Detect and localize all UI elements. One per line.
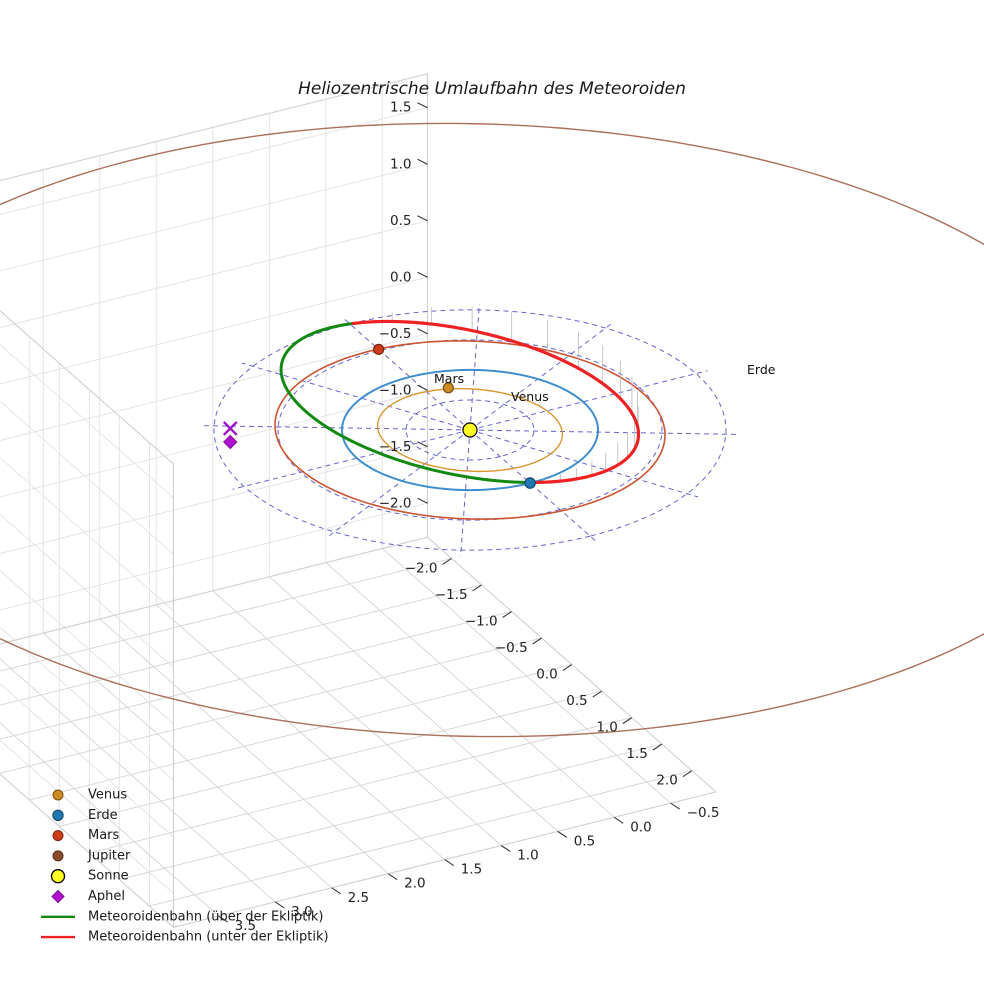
legend-item[interactable]: Sonne [50,869,129,884]
tick-label: 1.0 [596,720,617,736]
tick-label: 1.0 [390,156,411,172]
tick-label: 0.5 [390,213,411,229]
tick-mark [557,830,568,838]
marker-sonne [462,422,478,438]
tick-mark [682,770,693,778]
legend-label: Erde [88,808,118,823]
tick-label: −0.5 [495,640,528,656]
tick-mark [218,915,228,923]
tick-label: −0.5 [687,805,720,821]
erde-label: Erde [747,362,776,377]
legend-label: Venus [88,788,127,803]
tick-label: 0.0 [390,269,411,285]
tick-mark [592,690,603,698]
meteoroid-arc-above [279,321,490,482]
tick-mark [417,102,428,109]
orbit-erde [340,368,600,492]
tick-mark [532,637,542,645]
marker-mars [373,343,385,355]
tick-mark [502,611,512,618]
tick-mark [417,158,428,165]
legend-item[interactable]: Erde [52,808,118,823]
legend-item[interactable]: Meteoroidenbahn (unter der Ekliptik) [41,930,329,945]
tick-mark [622,717,633,725]
legend-marker-aphel [51,889,65,904]
page-title: Heliozentrische Umlaufbahn des Meteoroid… [298,79,686,99]
tick-mark [472,584,482,592]
tick-mark [417,271,428,278]
tick-mark [613,816,624,824]
tick-mark [274,901,285,909]
meteoroid-arc-below [351,319,641,485]
tick-label: 0.5 [574,833,595,849]
marker-venus [442,382,454,394]
mars-label: Mars [434,371,464,386]
legend-label: Meteoroidenbahn (unter der Ekliptik) [88,930,329,945]
marker-erde [524,477,536,489]
tick-label: −1.0 [379,382,412,398]
axis-ticks: −2.0 −1.5 −1.0 −0.5 0.0 0.5 1.0 1.5 2.0 −0.5 0.0 0.… [218,100,720,934]
tick-mark [417,328,428,335]
legend-marker-jupiter [52,850,64,862]
tick-label: 2.0 [656,773,677,789]
legend-label: Sonne [88,869,129,884]
tick-mark [444,859,455,867]
tick-mark [387,873,398,881]
meteoroid-arc-above [486,478,529,484]
tick-label: 1.5 [461,862,482,878]
tick-label: −1.0 [465,613,498,629]
tick-mark [417,384,428,391]
tick-mark [670,802,681,810]
body-labels: Mars Venus Erde [434,362,776,404]
legend-marker-mars [52,830,64,842]
axes-panes [0,73,717,928]
tick-mark [331,887,341,895]
tick-label: −2.0 [405,560,438,576]
legend: Venus Erde Mars Jupiter Sonne Aphel Meteoroide… [41,788,329,945]
tick-label: 2.5 [348,890,369,906]
legend-marker-erde [52,809,64,821]
marker-aphel [223,434,238,450]
body-markers [222,343,536,489]
venus-label: Venus [511,389,549,404]
legend-item[interactable]: Mars [52,828,120,843]
tick-mark [442,557,452,565]
tick-label: −0.5 [379,326,412,342]
tick-mark [500,845,511,852]
tick-label: 0.0 [630,819,651,835]
tick-mark [562,664,573,672]
tick-label: 0.5 [566,693,587,709]
tick-label: −1.5 [379,439,412,455]
marker-aphel-kreuz [222,421,238,436]
tick-label: 3.5 [235,918,256,934]
tick-label: −2.0 [379,495,412,511]
legend-item[interactable]: Meteoroidenbahn (über der Ekliptik) [41,909,324,924]
legend-marker-sonne [50,869,66,884]
meteoroid-orbit [279,319,641,485]
tick-mark [417,215,428,222]
orbit-venus [376,387,564,473]
tick-mark [417,441,428,448]
tick-label: 2.0 [404,876,425,892]
legend-item[interactable]: Venus [52,788,127,803]
legend-label: Jupiter [87,848,131,863]
tick-mark [652,743,663,751]
tick-mark [417,497,428,504]
legend-label: Aphel [88,889,125,904]
tick-label: −1.5 [435,587,468,603]
orbit-jupiter [0,122,984,738]
legend-item[interactable]: Aphel [51,889,125,904]
tick-label: 1.5 [626,746,647,762]
legend-label: Mars [88,828,120,843]
legend-item[interactable]: Jupiter [52,848,131,863]
legend-marker-venus [52,789,64,801]
tick-label: 1.0 [517,847,538,863]
tick-label: 1.5 [390,100,411,116]
tick-label: 3.0 [291,904,312,920]
tick-label: 0.0 [536,667,557,683]
legend-label: Meteoroidenbahn (über der Ekliptik) [88,909,324,924]
